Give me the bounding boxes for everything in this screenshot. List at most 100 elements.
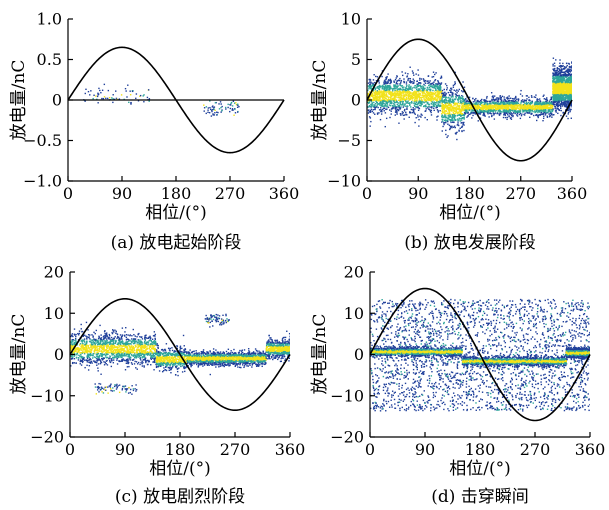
data-point — [457, 101, 460, 103]
data-point — [391, 102, 393, 104]
data-point — [395, 82, 398, 85]
data-point — [393, 105, 395, 107]
data-point — [415, 73, 417, 75]
data-point — [464, 113, 466, 115]
data-point — [396, 83, 399, 85]
data-point — [544, 103, 546, 105]
data-point — [552, 98, 554, 100]
data-point — [505, 112, 507, 114]
data-point — [413, 86, 415, 89]
data-point — [522, 110, 524, 112]
data-point — [467, 111, 469, 114]
data-point — [385, 95, 387, 98]
data-point — [557, 95, 559, 98]
data-point — [424, 79, 427, 82]
data-point — [487, 113, 489, 115]
data-point — [553, 70, 556, 72]
data-point — [439, 82, 441, 85]
data-point — [566, 69, 568, 71]
data-point — [453, 89, 455, 91]
data-point — [230, 104, 232, 106]
data-point — [388, 99, 391, 101]
data-point — [440, 100, 442, 102]
data-point — [504, 99, 506, 101]
data-point — [390, 99, 392, 101]
data-point — [554, 82, 557, 85]
data-point — [423, 96, 425, 98]
data-point — [426, 86, 429, 89]
data-point — [559, 100, 561, 102]
data-point — [457, 119, 459, 122]
data-point — [423, 80, 426, 83]
data-point — [465, 107, 467, 109]
data-point — [515, 110, 517, 112]
data-point — [209, 100, 211, 102]
data-point — [441, 118, 443, 121]
data-point — [552, 68, 554, 71]
data-point — [390, 113, 392, 115]
data-point — [513, 102, 515, 105]
data-point — [203, 104, 205, 106]
data-point — [386, 105, 389, 107]
data-point — [438, 92, 440, 95]
data-point — [384, 79, 386, 82]
data-point — [419, 102, 421, 104]
data-point — [118, 98, 121, 100]
data-point — [499, 96, 501, 98]
data-point — [479, 102, 482, 104]
data-point — [412, 92, 414, 95]
data-point — [565, 79, 568, 82]
data-point — [488, 116, 490, 118]
data-point — [424, 99, 426, 102]
data-point — [386, 77, 388, 79]
data-point — [390, 80, 392, 82]
data-point — [385, 77, 387, 80]
data-point — [544, 112, 546, 114]
data-point — [391, 105, 394, 107]
data-point — [509, 117, 512, 119]
data-point — [431, 94, 434, 96]
data-point — [433, 105, 436, 107]
data-point — [422, 85, 424, 87]
data-point — [555, 74, 557, 77]
data-point — [531, 105, 534, 107]
data-point — [434, 79, 437, 81]
data-point — [459, 120, 461, 122]
data-point — [378, 103, 380, 105]
data-point — [548, 110, 550, 113]
data-point — [414, 87, 416, 89]
data-point — [516, 112, 519, 114]
data-point — [379, 104, 381, 106]
data-point — [459, 102, 461, 105]
data-point — [393, 84, 396, 87]
data-point — [493, 99, 495, 101]
data-point — [537, 103, 539, 106]
data-point — [399, 84, 402, 87]
data-point — [489, 110, 492, 113]
data-point — [497, 102, 499, 104]
data-point — [515, 101, 517, 103]
data-point — [380, 91, 383, 93]
data-point — [538, 105, 541, 107]
data-point — [421, 94, 423, 97]
data-point — [395, 85, 397, 87]
data-point — [237, 103, 239, 105]
data-point — [374, 93, 377, 96]
data-point — [508, 95, 510, 97]
data-point — [529, 106, 531, 109]
data-point — [99, 89, 101, 92]
data-point — [431, 101, 434, 103]
data-point — [423, 97, 425, 100]
data-point — [97, 102, 99, 104]
data-point — [401, 98, 403, 100]
data-point — [433, 87, 436, 89]
data-point — [389, 87, 391, 89]
data-point — [374, 105, 376, 107]
data-point — [551, 112, 553, 114]
data-point — [397, 109, 400, 112]
data-point — [396, 87, 398, 89]
data-point — [376, 90, 378, 92]
data-point — [564, 72, 566, 75]
data-point — [522, 101, 525, 103]
data-point — [400, 96, 402, 98]
